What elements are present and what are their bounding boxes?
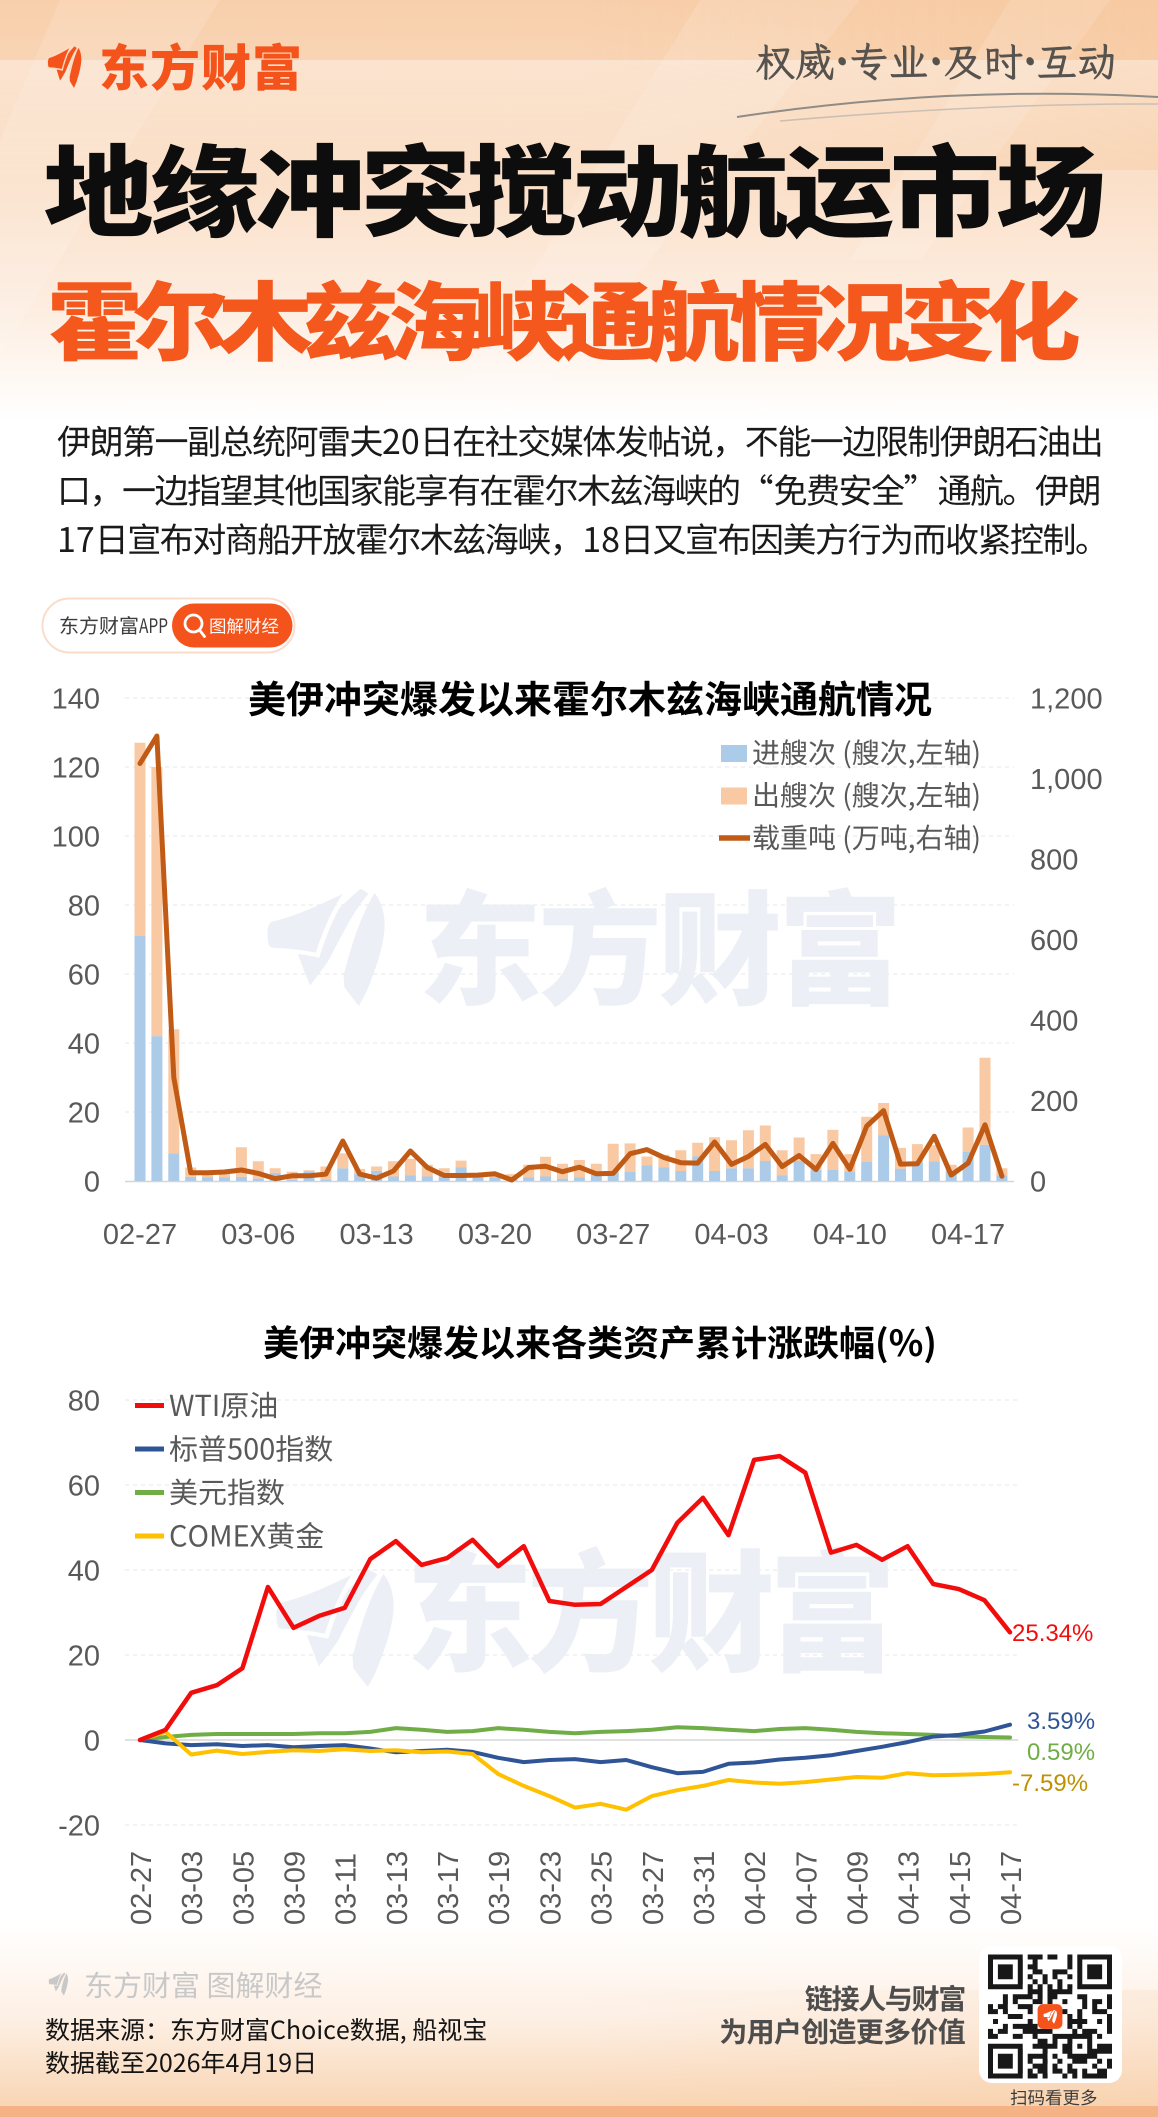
svg-text:03-31: 03-31 (689, 1851, 721, 1925)
svg-text:02-27: 02-27 (126, 1851, 158, 1925)
svg-text:40: 40 (68, 1029, 100, 1061)
svg-text:80: 80 (68, 1386, 100, 1418)
svg-text:25.34%: 25.34% (1012, 1620, 1093, 1647)
svg-text:200: 200 (1030, 1086, 1078, 1118)
svg-text:0.59%: 0.59% (1027, 1739, 1095, 1766)
svg-text:80: 80 (68, 891, 100, 923)
svg-text:04-10: 04-10 (813, 1219, 887, 1251)
svg-text:04-17: 04-17 (931, 1219, 1005, 1251)
svg-text:03-25: 03-25 (587, 1851, 619, 1925)
svg-text:03-05: 03-05 (228, 1851, 260, 1925)
svg-text:20: 20 (68, 1098, 100, 1130)
svg-text:03-09: 03-09 (280, 1851, 312, 1925)
svg-text:140: 140 (52, 684, 100, 716)
svg-text:40: 40 (68, 1556, 100, 1588)
svg-text:60: 60 (68, 960, 100, 992)
svg-text:3.59%: 3.59% (1027, 1708, 1095, 1735)
svg-text:0: 0 (84, 1726, 100, 1758)
svg-text:03-23: 03-23 (535, 1851, 567, 1925)
svg-text:03-17: 03-17 (433, 1851, 465, 1925)
svg-text:03-27: 03-27 (638, 1851, 670, 1925)
svg-text:03-13: 03-13 (382, 1851, 414, 1925)
svg-text:03-13: 03-13 (340, 1219, 414, 1251)
svg-text:03-06: 03-06 (221, 1219, 295, 1251)
svg-text:1,200: 1,200 (1030, 684, 1103, 716)
svg-text:600: 600 (1030, 925, 1078, 957)
svg-text:800: 800 (1030, 845, 1078, 877)
svg-text:1,000: 1,000 (1030, 764, 1103, 796)
svg-text:04-02: 04-02 (740, 1851, 772, 1925)
svg-text:120: 120 (52, 753, 100, 785)
svg-text:02-27: 02-27 (103, 1219, 177, 1251)
svg-text:04-13: 04-13 (894, 1851, 926, 1925)
svg-text:20: 20 (68, 1641, 100, 1673)
svg-text:03-19: 03-19 (484, 1851, 516, 1925)
svg-text:0: 0 (84, 1167, 100, 1199)
svg-text:04-03: 04-03 (694, 1219, 768, 1251)
svg-text:-20: -20 (58, 1811, 100, 1843)
svg-text:04-17: 04-17 (996, 1851, 1028, 1925)
svg-text:03-27: 03-27 (576, 1219, 650, 1251)
svg-text:04-09: 04-09 (843, 1851, 875, 1925)
svg-text:03-20: 03-20 (458, 1219, 532, 1251)
svg-text:03-11: 03-11 (331, 1853, 363, 1925)
svg-text:04-07: 04-07 (791, 1851, 823, 1925)
svg-text:60: 60 (68, 1471, 100, 1503)
svg-text:-7.59%: -7.59% (1012, 1770, 1088, 1797)
svg-text:03-03: 03-03 (177, 1851, 209, 1925)
svg-text:400: 400 (1030, 1006, 1078, 1038)
svg-text:100: 100 (52, 822, 100, 854)
svg-text:04-15: 04-15 (945, 1851, 977, 1925)
svg-text:0: 0 (1030, 1167, 1046, 1199)
